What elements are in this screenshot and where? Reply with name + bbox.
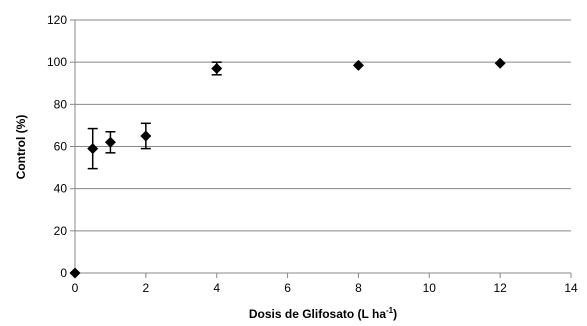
y-tick-label: 40 [54,182,68,196]
data-point-6 [494,57,506,69]
x-tick-label: 14 [564,281,578,295]
data-point-1 [87,143,99,155]
x-tick-label: 8 [355,281,362,295]
x-tick-label: 0 [72,281,79,295]
y-tick-label: 100 [47,55,67,69]
data-point-0 [69,267,81,279]
y-tick-label: 80 [54,97,68,111]
error-bars [87,61,222,170]
y-tick-labels: 0 20 40 60 80 100 120 [47,13,67,280]
y-tick-label: 120 [47,13,67,27]
x-tick-label: 10 [423,281,437,295]
data-point-3 [140,130,152,142]
x-tick-labels: 0 2 4 6 8 10 12 14 [72,281,578,295]
data-point-2 [104,136,116,148]
x-tick-label: 6 [284,281,291,295]
y-tick-label: 0 [60,266,67,280]
x-tick-label: 12 [493,281,507,295]
x-axis-title: Dosis de Glifosato (L ha-1) [249,306,397,321]
data-points [69,57,506,279]
x-tick-label: 4 [213,281,220,295]
axes [70,19,572,278]
gridlines [75,19,571,232]
y-tick-label: 60 [54,140,68,154]
data-point-4 [211,62,223,74]
data-point-5 [352,59,364,71]
y-tick-label: 20 [54,224,68,238]
y-axis-title: Control (%) [14,115,28,180]
x-tick-label: 2 [143,281,150,295]
